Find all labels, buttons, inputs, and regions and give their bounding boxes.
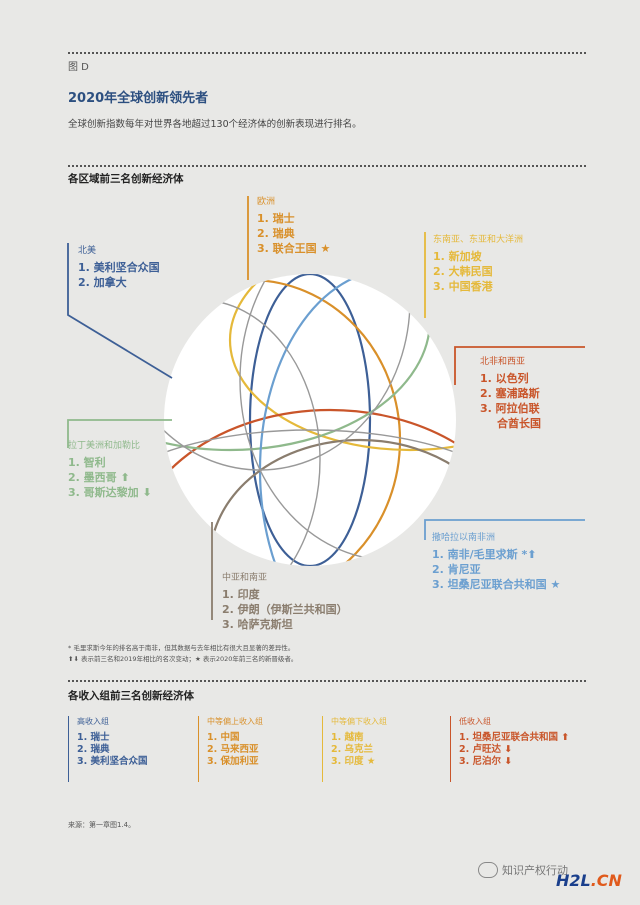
income-group-upper-middle: 中等偏上收入组 1. 中国 2. 马来西亚 3. 保加利亚: [198, 716, 263, 782]
rank-item: 3. 哈萨克斯坦: [222, 618, 293, 631]
region-csa: 中亚和南亚 1. 印度 2. 伊朗（伊斯兰共和国） 3. 哈萨克斯坦: [222, 570, 348, 632]
footnotes: * 毛里求斯今年的排名高于南非，但其数据与去年相比有很大且显著的差异性。 ⬆⬇ …: [68, 643, 297, 665]
income-group-name: 中等偏上收入组: [207, 717, 263, 726]
rank-item: 1. 瑞士: [77, 732, 110, 743]
brand-suffix: .CN: [590, 871, 622, 890]
rank-item: 1. 印度: [222, 588, 260, 601]
region-name: 欧洲: [257, 197, 276, 207]
region-name: 中亚和南亚: [222, 573, 268, 583]
region-latam: 拉丁美洲和加勒比 1. 智利 2. 墨西哥 ⬆ 3. 哥斯达黎加 ⬇: [68, 438, 152, 500]
rank-item: 3. 印度 ★: [331, 756, 376, 767]
rank-item: 2. 肯尼亚: [432, 563, 481, 576]
page-description: 全球创新指数每年对世界各地超过130个经济体的创新表现进行排名。: [68, 119, 362, 130]
rank-item: 2. 墨西哥 ⬆: [68, 471, 130, 484]
rank-item: 2. 马来西亚: [207, 744, 259, 755]
region-name: 撒哈拉以南非洲: [432, 533, 496, 543]
rank-item: 2. 瑞典: [257, 227, 295, 240]
region-north-america: 北美 1. 美利坚合众国 2. 加拿大: [78, 243, 160, 290]
income-group-name: 低收入组: [459, 717, 491, 726]
rank-item: 3. 尼泊尔 ⬇: [459, 756, 513, 767]
connector-latam: [67, 419, 172, 448]
region-ssa: 撒哈拉以南非洲 1. 南非/毛里求斯 *⬆ 2. 肯尼亚 3. 坦桑尼亚联合共和…: [432, 530, 560, 592]
footnote: ⬆⬇ 表示前三名和2019年相比的名次变动；★ 表示2020年前三名的新晋级者。: [68, 655, 298, 663]
rank-item: 1. 南非/毛里求斯 *⬆: [432, 548, 537, 561]
region-nafrica: 北非和西亚 1. 以色列 2. 塞浦路斯 3. 阿拉伯联 合酋长国: [480, 354, 541, 431]
page-title: 2020年全球创新领先者: [68, 91, 209, 106]
section-divider: [68, 165, 586, 167]
rank-item: 2. 塞浦路斯: [480, 387, 540, 400]
region-name: 北美: [78, 246, 97, 256]
rank-item: 1. 智利: [68, 456, 106, 469]
rank-item: 3. 保加利亚: [207, 756, 259, 767]
brand-logo: H2L.CN: [556, 871, 622, 890]
rank-item: 1. 越南: [331, 732, 364, 743]
rank-item: 2. 大韩民国: [433, 265, 493, 278]
rank-item: 3. 美利坚合众国: [77, 756, 148, 767]
income-group-low: 低收入组 1. 坦桑尼亚联合共和国 ⬆ 2. 卢旺达 ⬇ 3. 尼泊尔 ⬇: [450, 716, 569, 782]
source-note: 来源：第一章图1.4。: [68, 821, 136, 829]
connector-nafrica: [454, 346, 585, 385]
rank-item: 2. 加拿大: [78, 276, 127, 289]
connector-north-america: [67, 243, 173, 379]
region-sea: 东南亚、东亚和大洋洲 1. 新加坡 2. 大韩民国 3. 中国香港: [433, 232, 523, 294]
figure-label: 图 D: [68, 62, 89, 73]
rank-item: 1. 中国: [207, 732, 240, 743]
connector-ssa: [424, 519, 585, 540]
globe-arc-red: [164, 408, 456, 566]
footnote: * 毛里求斯今年的排名高于南非，但其数据与去年相比有很大且显著的差异性。: [68, 644, 295, 652]
brand-main: H2L: [556, 871, 591, 890]
rank-item: 3. 联合王国 ★: [257, 242, 331, 255]
rank-item: 3. 中国香港: [433, 280, 493, 293]
rank-item: 1. 以色列: [480, 372, 529, 385]
region-name: 东南亚、东亚和大洋洲: [433, 235, 524, 245]
rank-item: 2. 伊朗（伊斯兰共和国）: [222, 603, 348, 616]
top-divider: [68, 52, 586, 54]
rank-item: 1. 瑞士: [257, 212, 295, 225]
section-divider: [68, 680, 586, 682]
income-section-title: 各收入组前三名创新经济体: [68, 690, 194, 702]
region-name: 拉丁美洲和加勒比: [68, 441, 141, 451]
rank-item: 2. 瑞典: [77, 744, 110, 755]
globe-arc-grey-3: [164, 429, 456, 566]
wechat-icon: [478, 862, 498, 878]
globe-arc-blue: [248, 274, 372, 566]
income-group-high: 高收入组 1. 瑞士 2. 瑞典 3. 美利坚合众国: [68, 716, 148, 782]
rank-item: 3. 坦桑尼亚联合共和国 ★: [432, 578, 561, 591]
rank-item: 1. 新加坡: [433, 250, 482, 263]
rank-item: 1. 坦桑尼亚联合共和国 ⬆: [459, 732, 570, 743]
income-group-name: 中等偏下收入组: [331, 717, 387, 726]
rank-item: 3. 哥斯达黎加 ⬇: [68, 486, 152, 499]
income-group-name: 高收入组: [77, 717, 109, 726]
globe-arc-yellow: [228, 274, 456, 452]
watermark: 知识产权行动: [478, 862, 568, 878]
rank-item: 2. 卢旺达 ⬇: [459, 744, 513, 755]
rank-item: 合酋长国: [497, 417, 541, 430]
rank-item: 2. 乌克兰: [331, 744, 374, 755]
region-europe: 欧洲 1. 瑞士 2. 瑞典 3. 联合王国 ★: [257, 194, 330, 256]
regional-section-title: 各区域前三名创新经济体: [68, 173, 184, 185]
income-group-lower-middle: 中等偏下收入组 1. 越南 2. 乌克兰 3. 印度 ★: [322, 716, 387, 782]
rank-item: 1. 美利坚合众国: [78, 261, 160, 274]
globe-circle: [164, 274, 456, 566]
rank-item: 3. 阿拉伯联: [480, 402, 540, 415]
watermark-text: 知识产权行动: [502, 864, 568, 877]
region-name: 北非和西亚: [480, 357, 526, 367]
